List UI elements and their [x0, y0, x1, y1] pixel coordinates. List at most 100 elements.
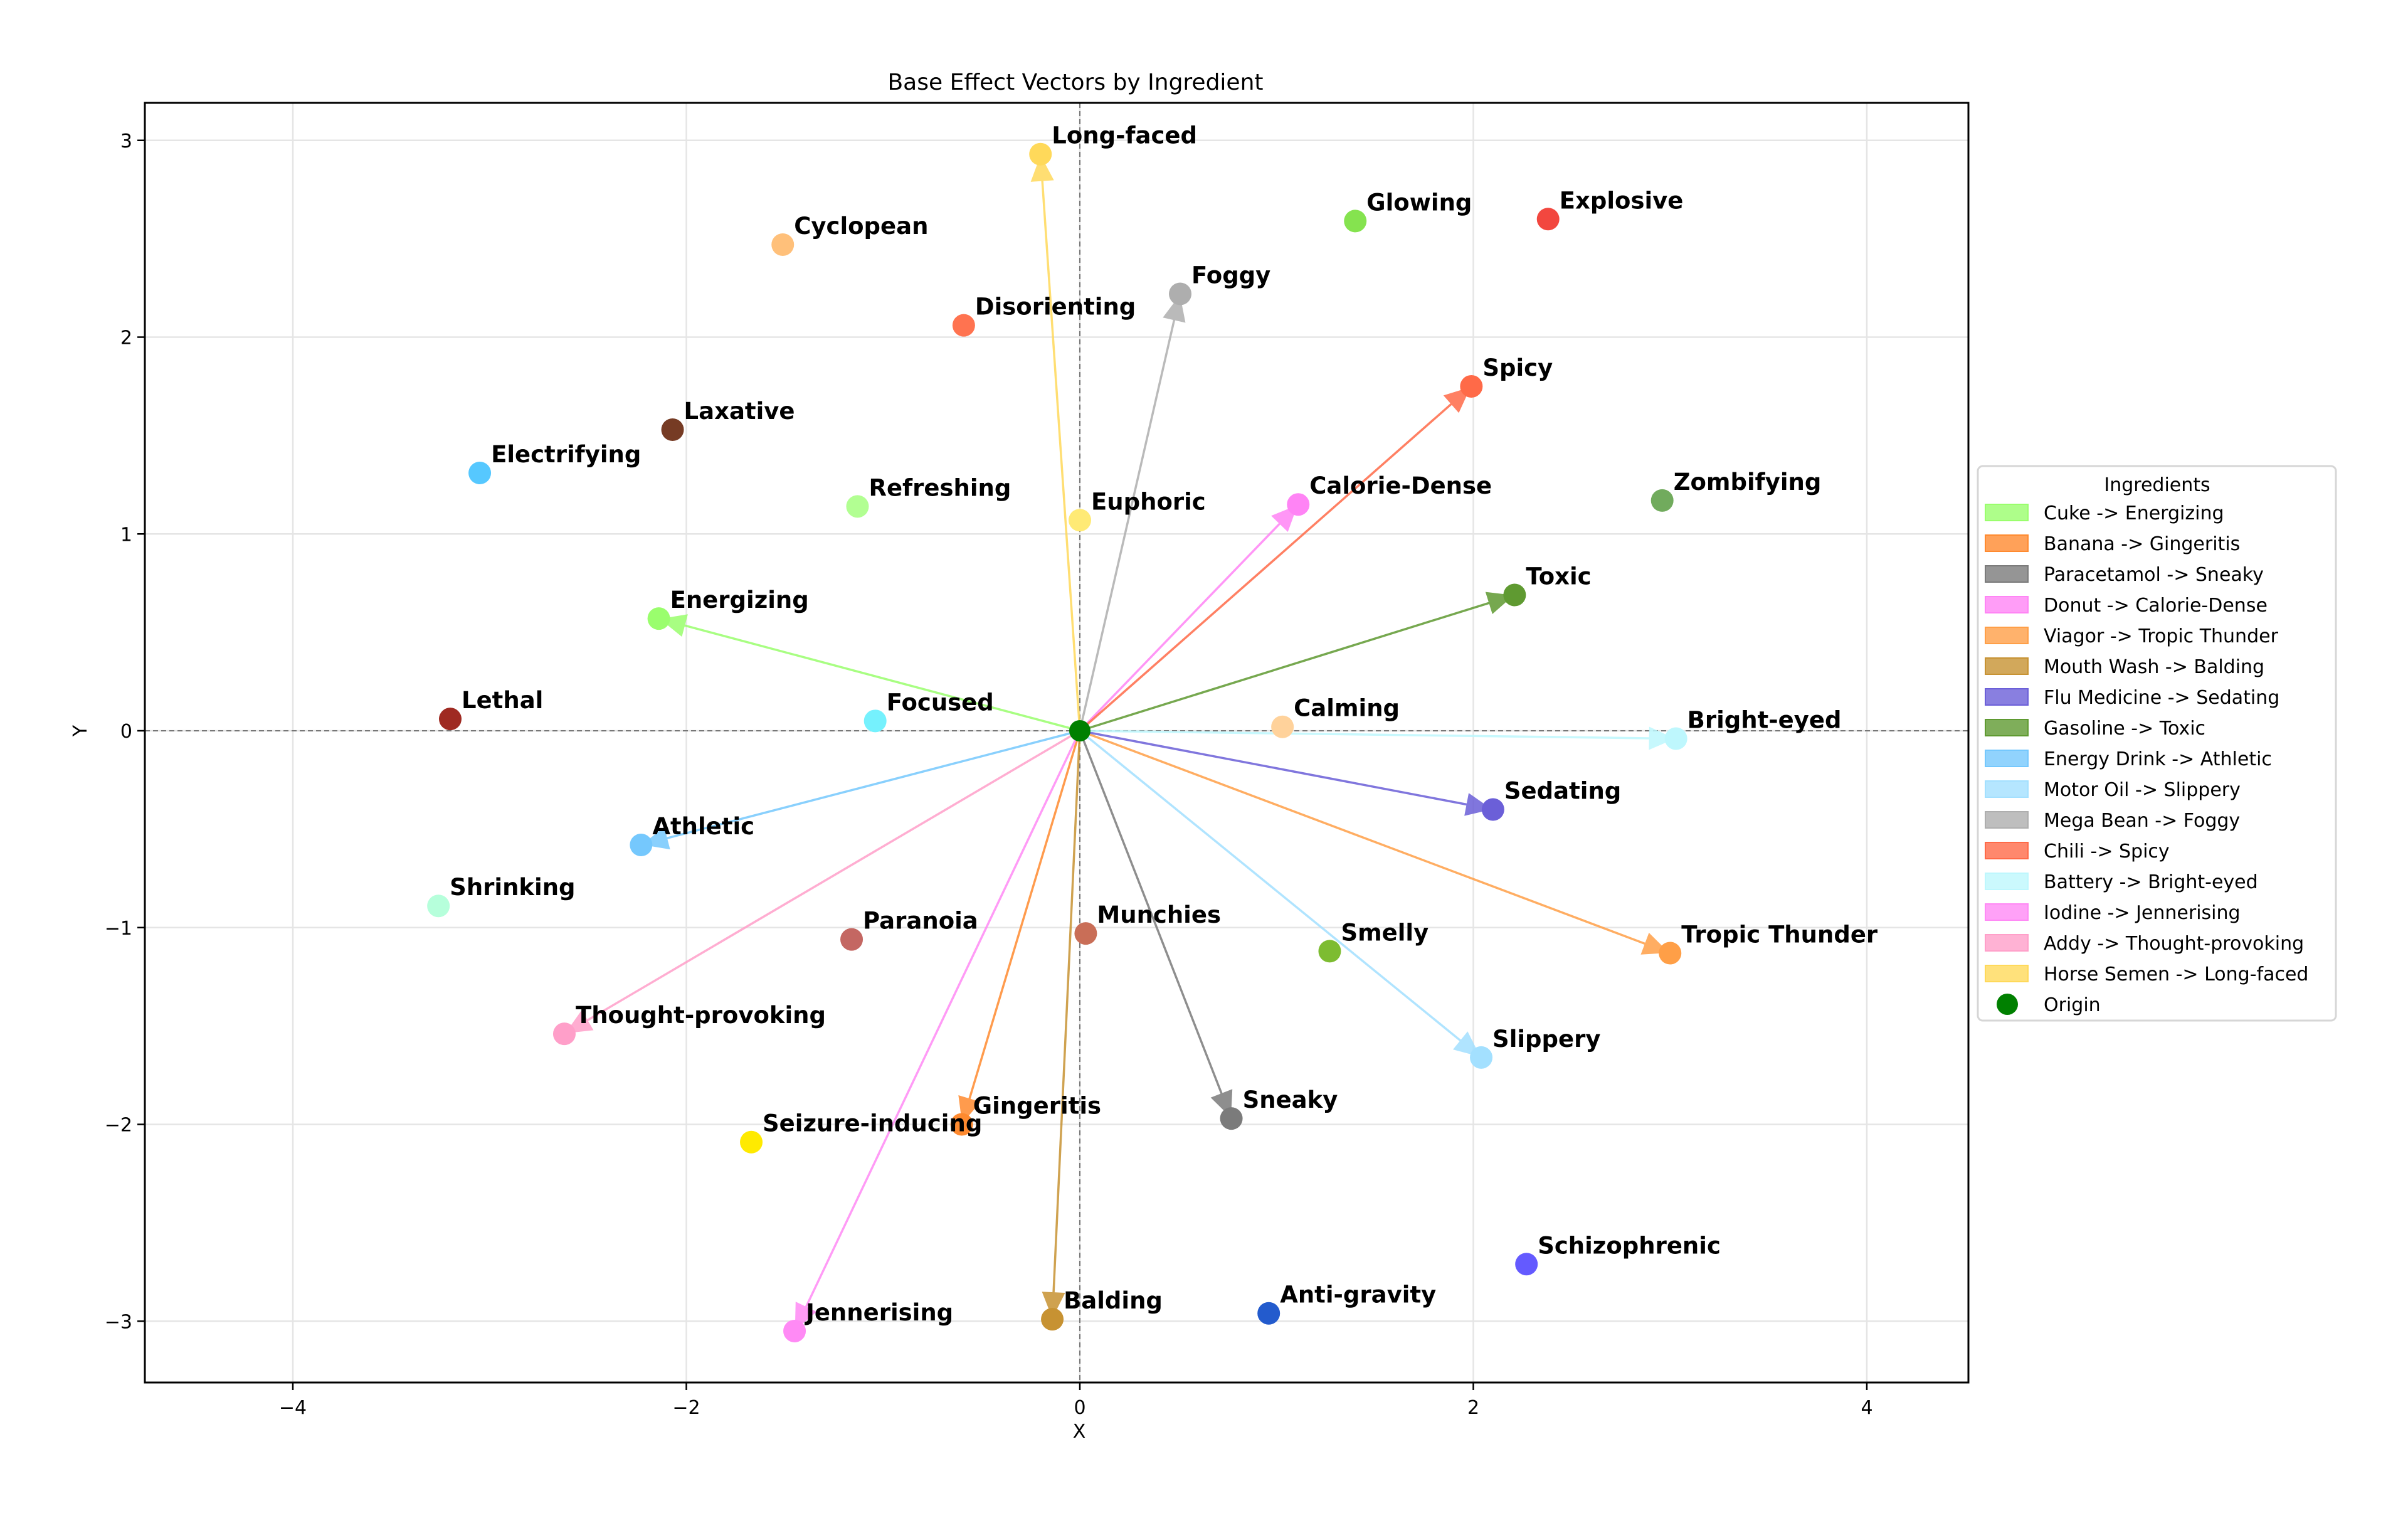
origin-point: [1069, 720, 1090, 741]
effect-point: [950, 1113, 973, 1136]
effect-label: Balding: [1064, 1287, 1163, 1314]
effect-point: [1481, 798, 1504, 821]
effect-point: [1460, 374, 1483, 398]
effect-label: Toxic: [1526, 563, 1591, 590]
y-tick-label: 2: [120, 327, 132, 349]
effect-point: [661, 418, 684, 441]
effect-label: Anti-gravity: [1280, 1282, 1436, 1308]
legend-label: Motor Oil -> Slippery: [2044, 779, 2241, 801]
effect-point: [552, 1022, 576, 1046]
effect-point: [1257, 1302, 1281, 1325]
effect-point: [1470, 1046, 1493, 1069]
legend-items: Cuke -> Energizing Banana -> Gingeritis Pa…: [1985, 502, 2308, 1016]
effect-label: Laxative: [684, 398, 795, 425]
effect-label: Thought-provoking: [576, 1002, 826, 1029]
effect-point: [1344, 210, 1367, 233]
legend-item: Motor Oil -> Slippery: [1985, 779, 2241, 801]
arrowhead-icon: [1042, 1292, 1065, 1319]
legend-label: Origin: [2044, 994, 2101, 1016]
legend-swatch: [1985, 719, 2029, 736]
legend-item: Battery -> Bright-eyed: [1985, 871, 2258, 893]
legend-item: Cuke -> Energizing: [1985, 502, 2224, 524]
legend-label: Energy Drink -> Athletic: [2044, 748, 2272, 770]
y-tick-label: −3: [105, 1311, 132, 1333]
legend-swatch: [1985, 534, 2029, 552]
effect-label: Long-faced: [1052, 122, 1197, 149]
effect-label: Shrinking: [450, 874, 575, 901]
effect-point: [1041, 1308, 1064, 1331]
legend-item: Donut -> Calorie-Dense: [1985, 595, 2268, 617]
x-tick-label: 4: [1861, 1397, 1872, 1419]
legend-label: Iodine -> Jennerising: [2044, 902, 2241, 924]
effect-points: [427, 142, 1687, 1342]
chart-title: Base Effect Vectors by Ingredient: [887, 70, 1263, 95]
x-tick-label: −4: [279, 1397, 307, 1419]
legend-swatch: [1985, 657, 2029, 675]
effect-label: Paranoia: [863, 908, 978, 935]
effect-point: [952, 314, 975, 337]
legend-label: Cuke -> Energizing: [2044, 502, 2224, 524]
x-axis-label: X: [1073, 1421, 1086, 1443]
x-tick-label: 0: [1074, 1397, 1085, 1419]
effect-label: Calming: [1294, 695, 1400, 722]
x-axis-ticks: −4 −2 0 2 4: [279, 1383, 1873, 1419]
effect-point: [1029, 142, 1052, 166]
effect-point: [1169, 282, 1192, 305]
vector-arrow: [1042, 730, 1081, 1319]
legend-swatch: [1985, 688, 2029, 706]
legend-swatch: [1985, 750, 2029, 767]
legend-item: Paracetamol -> Sneaky: [1985, 564, 2264, 586]
legend-swatch: [1985, 627, 2029, 644]
effect-point: [846, 495, 869, 518]
legend-swatch: [1985, 934, 2029, 952]
effect-point: [439, 708, 462, 731]
legend-item: Gasoline -> Toxic: [1985, 718, 2205, 740]
x-tick-label: 2: [1467, 1397, 1479, 1419]
effect-point: [1503, 583, 1526, 607]
legend-item: Viagor -> Tropic Thunder: [1985, 625, 2279, 647]
legend-title: Ingredients: [2104, 474, 2210, 496]
legend-label: Gasoline -> Toxic: [2044, 718, 2205, 740]
y-tick-label: 0: [120, 721, 132, 743]
legend-label: Addy -> Thought-provoking: [2044, 933, 2304, 955]
legend-label: Battery -> Bright-eyed: [2044, 871, 2258, 893]
effect-label: Explosive: [1560, 187, 1684, 214]
legend-label: Donut -> Calorie-Dense: [2044, 595, 2268, 617]
legend-label: Horse Semen -> Long-faced: [2044, 963, 2308, 985]
effect-label: Tropic Thunder: [1681, 921, 1878, 948]
effect-point: [740, 1130, 763, 1154]
effect-point: [840, 928, 863, 951]
legend-label: Viagor -> Tropic Thunder: [2044, 625, 2279, 647]
origin-marker: [1069, 720, 1090, 741]
effect-label: Bright-eyed: [1687, 707, 1842, 734]
grid-lines: [145, 103, 1968, 1383]
legend-box: [1977, 465, 2337, 1022]
legend-label: Mouth Wash -> Balding: [2044, 656, 2264, 678]
legend-item: Mouth Wash -> Balding: [1985, 656, 2264, 678]
x-tick-label: −2: [672, 1397, 700, 1419]
effect-label: Foggy: [1191, 262, 1270, 289]
legend-item: Energy Drink -> Athletic: [1985, 748, 2272, 770]
effect-label: Disorienting: [975, 294, 1136, 321]
vector-arrow: [1030, 155, 1081, 731]
effect-point: [771, 233, 795, 257]
effect-label: Focused: [887, 689, 994, 716]
legend-item: Mega Bean -> Foggy: [1985, 810, 2240, 832]
plot-area: Long-faced Cyclopean Glowing Explosive Foggy…: [144, 102, 1970, 1384]
legend-item: Origin: [1997, 994, 2101, 1016]
effect-label: Slippery: [1492, 1026, 1600, 1053]
legend-swatch: [1985, 842, 2029, 859]
effect-label: Smelly: [1341, 919, 1428, 946]
effect-point: [1271, 715, 1294, 738]
effect-label: Lethal: [462, 687, 543, 714]
legend-item: Flu Medicine -> Sedating: [1985, 687, 2279, 709]
legend-swatch: [1985, 811, 2029, 829]
y-tick-label: 3: [120, 130, 132, 152]
legend-item: Addy -> Thought-provoking: [1985, 933, 2304, 955]
arrowhead-icon: [1649, 726, 1676, 750]
effect-point: [1318, 940, 1341, 963]
effect-label: Seizure-inducing: [763, 1110, 982, 1137]
legend-swatch: [1985, 596, 2029, 613]
vector-arrow: [1079, 726, 1676, 750]
